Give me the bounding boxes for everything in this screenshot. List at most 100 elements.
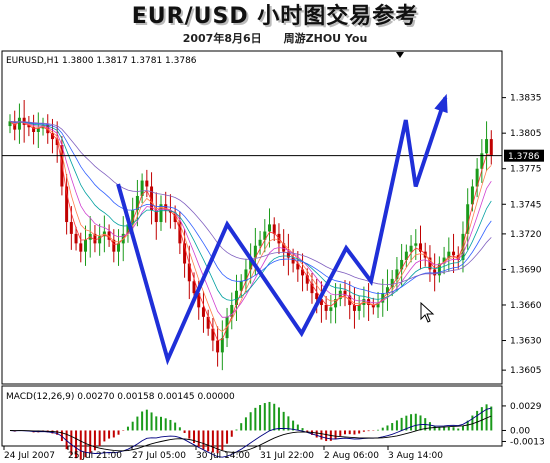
- macd-plot: [9, 401, 493, 460]
- moving-average-line: [9, 121, 492, 341]
- macd-label: MACD(12,26,9) 0.00270 0.00158 0.00145 0.…: [6, 392, 235, 402]
- chart-title: EUR/USD 小时图交易参考: [131, 4, 419, 29]
- x-tick-label: 31 Jul 22:00: [260, 451, 314, 461]
- candle-body: [60, 145, 64, 187]
- candle-body: [135, 195, 139, 211]
- x-tick-label: 2 Aug 06:00: [324, 451, 379, 461]
- candle-body: [395, 269, 399, 279]
- moving-average-line: [9, 120, 492, 295]
- candle-body: [258, 239, 262, 246]
- candle-body: [334, 299, 338, 308]
- macd-signal-line: [9, 415, 492, 453]
- price-plot: [2, 93, 502, 371]
- candle-body: [164, 204, 168, 211]
- axes: 1.3786 1.3835 1.3805 1.3775 1.3745 1.3720 1.36…: [3, 94, 545, 461]
- candle-body: [55, 139, 59, 146]
- candle-body: [22, 117, 26, 125]
- candle-body: [268, 224, 272, 232]
- candle-body: [414, 243, 418, 246]
- candle-body: [480, 153, 484, 169]
- moving-average-line: [9, 120, 492, 301]
- candle-body: [17, 117, 21, 130]
- candle-body: [305, 275, 309, 284]
- candle-body: [272, 224, 276, 234]
- candle-body: [234, 290, 238, 305]
- symbol-info: EURUSD,H1 1.3800 1.3817 1.3781 1.3786: [6, 56, 197, 66]
- y-tick-label: 1.3805: [510, 129, 542, 139]
- title-area: EUR/USD 小时图交易参考 2007年8月6日 周游ZHOU You: [0, 0, 550, 48]
- y-tick-label: 1.3690: [510, 265, 542, 275]
- candle-body: [343, 290, 347, 296]
- candle-body: [352, 304, 356, 311]
- x-tick-label: 24 Jul 2007: [4, 451, 55, 461]
- candle-body: [390, 278, 394, 288]
- candle-body: [65, 186, 69, 223]
- candle-body: [131, 210, 135, 225]
- arrow-head-icon: [434, 93, 448, 114]
- mouse-cursor-icon: [420, 301, 435, 323]
- candle-body: [79, 243, 83, 252]
- x-tick-label: 3 Aug 14:00: [388, 451, 443, 461]
- candle-body: [126, 224, 130, 234]
- y-tick-label: 1.3660: [510, 301, 542, 311]
- candle-body: [8, 121, 12, 127]
- candle-body: [291, 257, 295, 264]
- candle-body: [452, 251, 456, 256]
- candle-body: [324, 304, 328, 311]
- candle-body: [385, 287, 389, 294]
- y-tick-label: 1.3720: [510, 230, 542, 240]
- candle-body: [112, 239, 116, 252]
- candle-body: [253, 245, 257, 258]
- candle-body: [244, 269, 248, 282]
- macd-y-tick-label: 0.0029: [510, 402, 542, 412]
- candle-body: [367, 299, 371, 305]
- candle-body: [216, 340, 220, 353]
- candle-body: [409, 245, 413, 252]
- candle-body: [315, 293, 319, 300]
- x-tick-label: 30 Jul 14:00: [196, 451, 250, 461]
- candle-body: [329, 307, 333, 311]
- candle-body: [50, 133, 54, 140]
- main-chart-frame: [1, 50, 503, 385]
- candle-body: [381, 293, 385, 303]
- candle-body: [296, 263, 300, 270]
- shift-marker-icon[interactable]: [396, 52, 404, 58]
- candle-body: [239, 281, 243, 291]
- candle-body: [178, 222, 182, 244]
- candle-body: [301, 269, 305, 276]
- candle-body: [466, 204, 470, 234]
- candle-body: [485, 139, 489, 154]
- trend-arrow-path: [116, 96, 448, 366]
- y-tick-label: 1.3605: [510, 366, 542, 376]
- candle-body: [192, 281, 196, 294]
- macd-y-tick-label: -0.0013: [510, 437, 545, 447]
- macd-y-tick-label: 0.00: [510, 426, 530, 436]
- candle-body: [201, 307, 205, 317]
- candle-body: [27, 124, 31, 128]
- candle-body: [69, 222, 73, 234]
- candle-body: [282, 243, 286, 252]
- candle-body: [145, 180, 149, 187]
- candle-body: [319, 299, 323, 305]
- x-tick-label: 27 Jul 05:00: [132, 451, 186, 461]
- candle-body: [220, 338, 224, 353]
- candle-body: [249, 257, 253, 270]
- y-tick-label: 1.3835: [510, 94, 542, 104]
- x-tick-label: 25 Jul 21:00: [68, 451, 122, 461]
- candle-body: [310, 283, 314, 294]
- candle-body: [211, 328, 215, 341]
- candle-body: [286, 251, 290, 258]
- candle-body: [98, 236, 102, 244]
- candle-body: [159, 204, 163, 223]
- candle-body: [154, 210, 158, 223]
- candle-body: [433, 269, 437, 276]
- moving-average-line: [9, 120, 492, 333]
- y-tick-label: 1.3630: [510, 337, 542, 347]
- candle-body: [230, 304, 234, 317]
- candle-body: [400, 259, 404, 270]
- candle-body: [489, 139, 493, 156]
- current-price-box: [504, 149, 544, 162]
- candle-body: [83, 239, 87, 252]
- candle-body: [470, 186, 474, 205]
